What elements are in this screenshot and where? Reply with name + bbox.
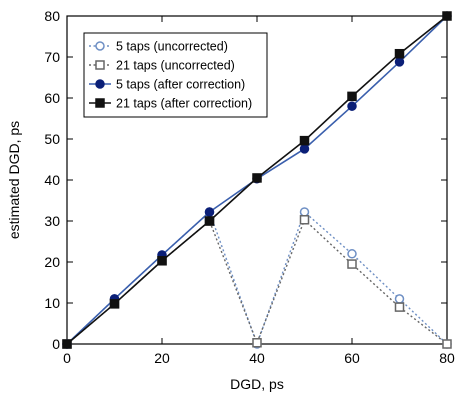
data-point-0-6 xyxy=(347,249,357,259)
legend-box xyxy=(83,32,268,118)
data-point-3-4 xyxy=(252,173,262,183)
series-line-0 xyxy=(66,210,448,347)
y-tick-label-0: 0 xyxy=(52,336,60,352)
x-axis-label: DGD, ps xyxy=(230,376,284,392)
legend-label-0: 5 taps (uncorrected) xyxy=(116,40,228,54)
y-tick-label-3: 30 xyxy=(44,213,60,229)
legend-entry-0: 5 taps (uncorrected) xyxy=(89,40,228,54)
data-point-3-0 xyxy=(62,339,72,349)
x-tick-label-0: 0 xyxy=(63,350,71,366)
x-tick-label-1: 20 xyxy=(154,350,170,366)
x-tick-label-2: 40 xyxy=(249,350,265,366)
data-point-3-5 xyxy=(299,135,310,146)
data-point-0-7 xyxy=(394,294,405,304)
data-point-3-8 xyxy=(442,11,452,21)
legend-label-1: 21 taps (uncorrected) xyxy=(116,59,235,73)
legend-label-2: 5 taps (after correction) xyxy=(116,78,245,92)
series-0 xyxy=(62,207,452,349)
data-point-2-6 xyxy=(347,101,357,111)
axes: 0 20 40 60 80 0 10 20 30 40 50 60 70 80 xyxy=(44,8,455,366)
legend-marker-3 xyxy=(95,98,105,108)
legend-entry-1: 21 taps (uncorrected) xyxy=(89,59,235,73)
x-tick-label-4: 80 xyxy=(439,350,455,366)
y-axis-label: estimated DGD, ps xyxy=(6,121,22,239)
y-tick-label-7: 70 xyxy=(44,49,60,65)
y-tick-label-1: 10 xyxy=(44,295,60,311)
data-point-1-6 xyxy=(347,259,357,269)
legend-marker-2 xyxy=(95,79,105,89)
data-point-3-1 xyxy=(109,299,120,309)
legend-label-3: 21 taps (after correction) xyxy=(116,97,252,111)
series-layer xyxy=(62,11,452,349)
data-point-2-5 xyxy=(299,144,310,154)
y-tick-label-4: 40 xyxy=(44,172,60,188)
legend-marker-1 xyxy=(95,60,105,70)
data-point-3-3 xyxy=(204,216,215,226)
series-1 xyxy=(62,215,452,349)
y-tick-label-6: 60 xyxy=(44,90,60,106)
data-point-3-2 xyxy=(157,256,167,266)
x-tick-label-3: 60 xyxy=(344,350,360,366)
series-3 xyxy=(62,11,452,349)
legend-entry-3: 21 taps (after correction) xyxy=(89,97,252,111)
y-tick-label-5: 50 xyxy=(44,131,60,147)
data-point-3-7 xyxy=(394,48,405,59)
data-point-2-7 xyxy=(394,57,405,67)
data-point-1-5 xyxy=(299,215,310,225)
data-point-1-4 xyxy=(252,338,262,348)
y-tick-label-2: 20 xyxy=(44,254,60,270)
data-point-3-6 xyxy=(347,91,357,102)
y-tick-label-8: 80 xyxy=(44,8,60,24)
data-point-0-5 xyxy=(299,207,310,217)
series-line-1 xyxy=(66,218,448,345)
legend: 5 taps (uncorrected) 21 taps (uncorrected… xyxy=(83,32,268,118)
data-point-1-8 xyxy=(442,339,452,349)
data-point-2-3 xyxy=(204,207,215,217)
legend-marker-0 xyxy=(95,41,105,51)
data-point-1-7 xyxy=(394,302,405,312)
legend-entry-2: 5 taps (after correction) xyxy=(89,78,245,92)
